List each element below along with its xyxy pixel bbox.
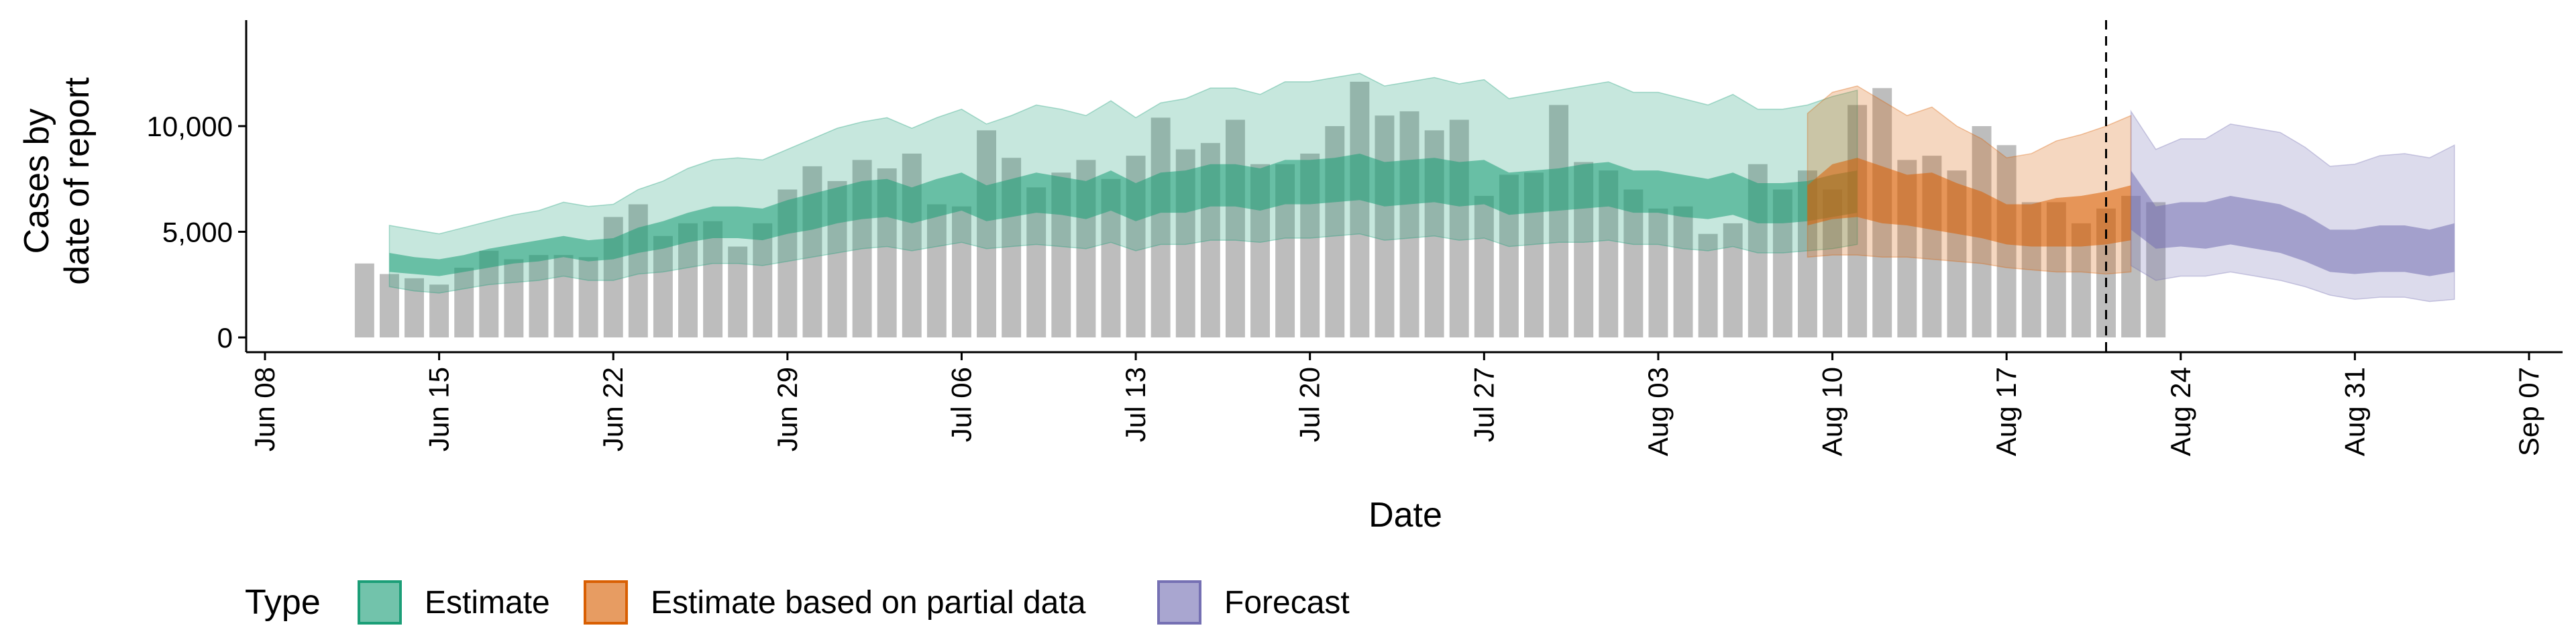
reported-case-bar (1723, 223, 1743, 337)
reported-case-bar (1375, 115, 1395, 337)
reported-case-bar (1698, 233, 1718, 337)
reported-case-bar (405, 278, 424, 337)
reported-case-bar (529, 255, 549, 337)
estimate-band-50 (389, 153, 1858, 276)
x-tick-label: Jul 20 (1294, 367, 1326, 442)
reported-case-bar (1847, 105, 1868, 337)
reported-case-bar (1150, 117, 1171, 337)
reported-case-bar (703, 221, 723, 337)
x-axis-label: Date (1368, 496, 1442, 535)
reported-case-bar (553, 255, 574, 337)
legend-label: Estimate (425, 585, 550, 621)
x-tick-label: Jul 27 (1468, 367, 1499, 442)
y-tick-label: 0 (217, 322, 233, 354)
x-tick-label: Aug 10 (1817, 367, 1848, 456)
x-tick-label: Aug 17 (1990, 367, 2022, 456)
reported-case-bar (578, 257, 598, 337)
x-tick-label: Sep 07 (2513, 367, 2544, 456)
axes (245, 20, 2563, 354)
reported-case-bar (1673, 206, 1693, 337)
y-ticks: 0 5,000 10,000 (147, 111, 246, 354)
reported-case-bar (454, 268, 474, 337)
reported-case-bar (952, 206, 971, 337)
x-tick-label: Jul 13 (1120, 367, 1151, 442)
estimate-based-on-partial-data-band-50 (1807, 158, 2131, 247)
reported-case-bar (354, 263, 374, 337)
reported-case-bar (1225, 119, 1245, 338)
y-axis-label-line1: Cases by (17, 109, 56, 254)
reported-case-bar (1474, 195, 1494, 337)
forecast-band-50 (2131, 170, 2455, 276)
legend: Type Estimate Estimate based on partial d… (245, 580, 1350, 625)
legend-label: Estimate based on partial data (651, 585, 1086, 621)
legend-title: Type (245, 583, 321, 622)
x-tick-label: Jun 22 (597, 367, 629, 451)
reported-case-bar (1648, 208, 1668, 337)
reported-case-bar (504, 259, 524, 337)
reported-case-bar (902, 153, 922, 337)
y-tick-label: 10,000 (147, 111, 233, 142)
x-tick-label: Jun 08 (249, 367, 280, 451)
legend-swatch (358, 580, 402, 625)
x-tick-label: Jun 29 (771, 367, 803, 451)
reported-case-bar (429, 284, 449, 337)
reported-case-bar (1350, 81, 1370, 337)
y-axis-label-line2: date of report (58, 77, 97, 285)
reported-case-bar (1449, 119, 1469, 338)
reported-case-bar (1399, 111, 1419, 337)
reported-case-bar (379, 274, 399, 337)
legend-label: Forecast (1224, 585, 1350, 621)
reported-case-bar (753, 223, 773, 337)
reported-case-bar (977, 130, 997, 338)
x-tick-label: Aug 31 (2339, 367, 2370, 456)
y-tick-label: 5,000 (162, 217, 233, 248)
reported-case-bar (653, 235, 673, 337)
x-tick-label: Jul 06 (945, 367, 977, 442)
x-tick-label: Aug 24 (2165, 367, 2196, 456)
reported-case-bar (1549, 105, 1569, 337)
x-tick-label: Aug 03 (1642, 367, 1674, 456)
reported-case-bar (728, 246, 748, 337)
reported-case-bar (1623, 189, 1644, 337)
legend-swatch (584, 580, 628, 625)
legend-swatch (1157, 580, 1201, 625)
x-ticks: Jun 08 Jun 15 Jun 22 Jun 29 Jul 06 Jul 13 Jul … (249, 352, 2544, 456)
reported-case-bar (926, 204, 947, 337)
estimate-ribbons (388, 72, 2455, 303)
x-tick-label: Jun 15 (423, 367, 455, 451)
